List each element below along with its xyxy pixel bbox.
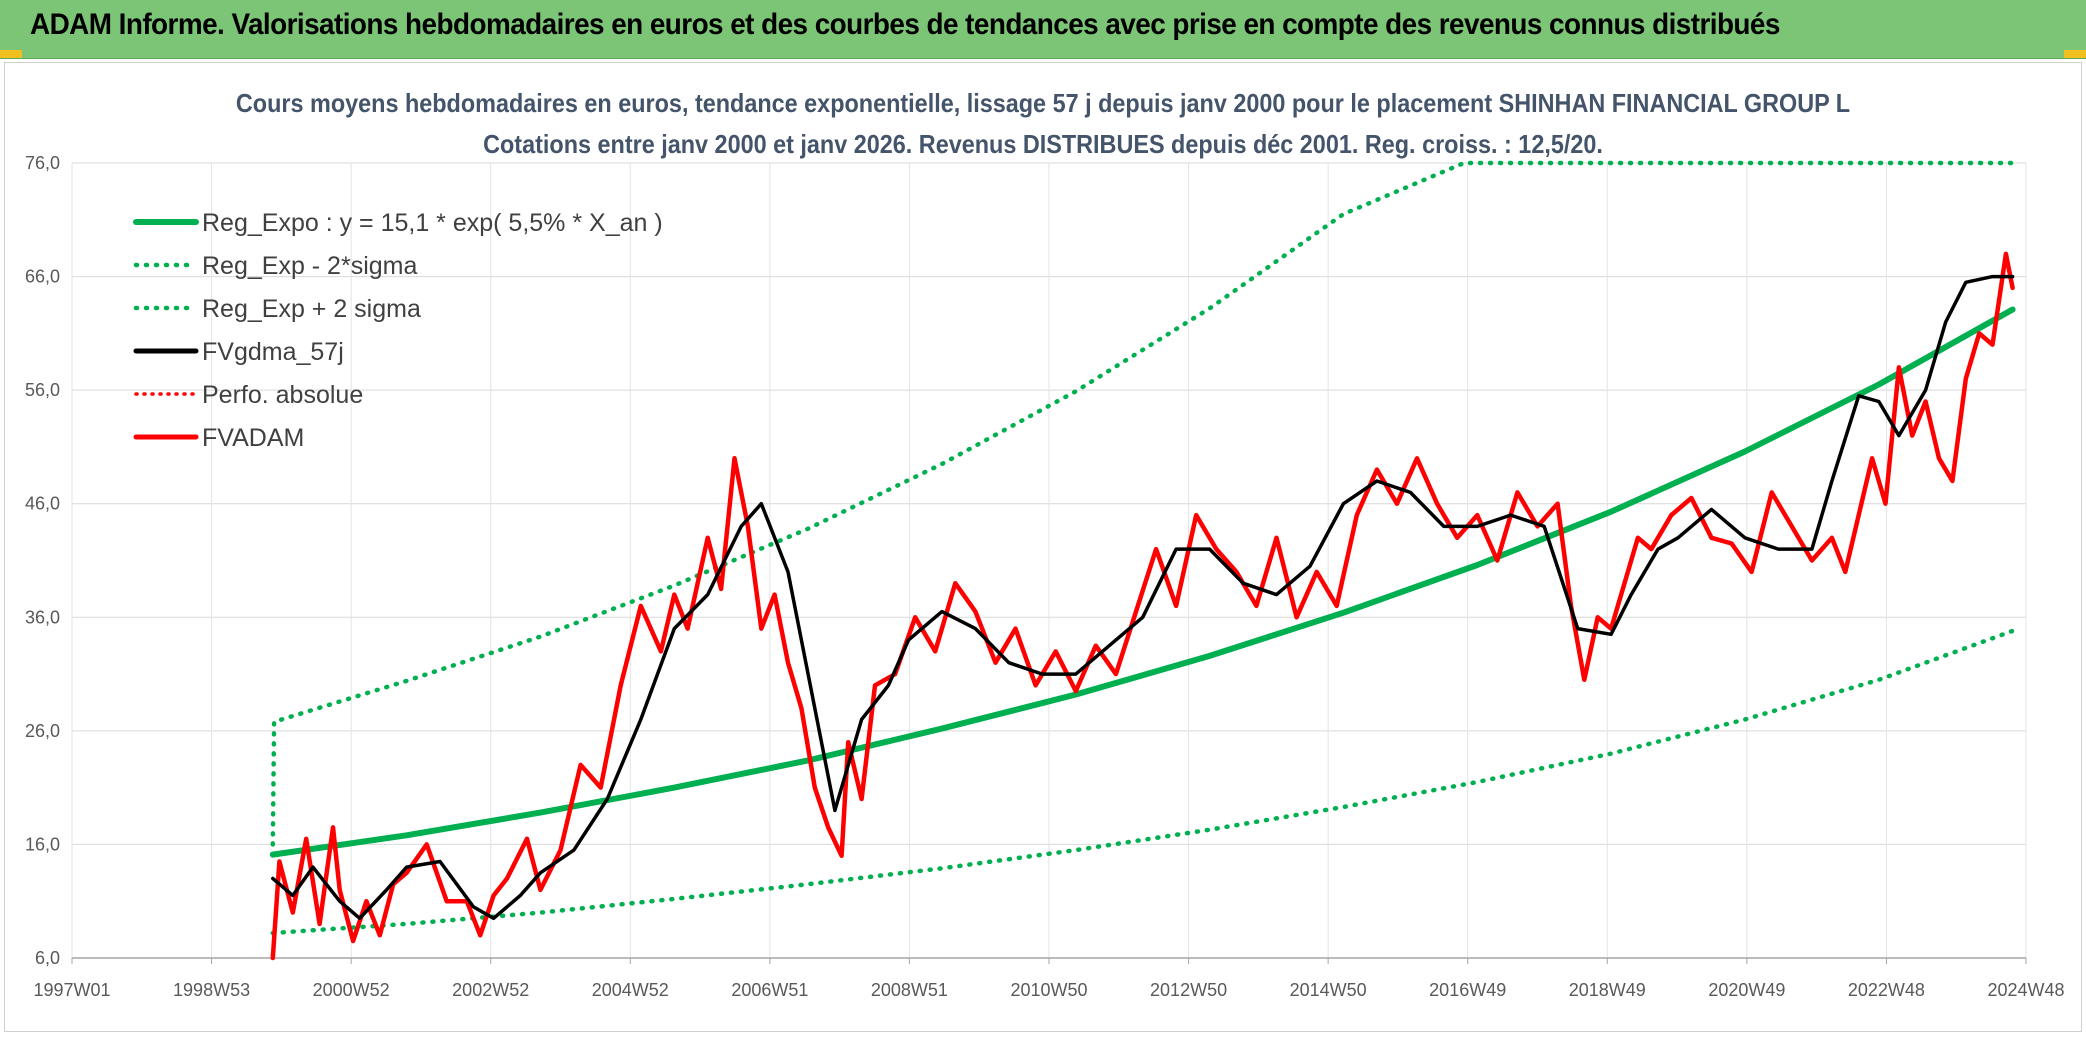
x-tick-label: 1998W53 xyxy=(173,980,250,1000)
series-reg-minus-2sigma-line xyxy=(270,628,2015,936)
legend-label: Reg_Exp - 2*sigma xyxy=(202,252,417,280)
report-banner: ADAM Informe. Valorisations hebdomadaire… xyxy=(0,0,2086,59)
legend-label: Perfo. absolue xyxy=(202,381,363,409)
x-tick-label: 2012W50 xyxy=(1150,980,1227,1000)
y-tick-label: 66,0 xyxy=(25,267,60,287)
x-tick-label: 2004W52 xyxy=(592,980,669,1000)
series-reg-plus-2sigma-line xyxy=(270,160,2015,847)
y-tick-label: 46,0 xyxy=(25,494,60,514)
x-tick-label: 2022W48 xyxy=(1848,980,1925,1000)
banner-corner-right xyxy=(2064,50,2086,58)
x-tick-label: 2024W48 xyxy=(1987,980,2064,1000)
x-tick-label: 2000W52 xyxy=(313,980,390,1000)
banner-corner-left xyxy=(0,50,22,58)
y-tick-label: 16,0 xyxy=(25,834,60,854)
series-reg-expo-line xyxy=(269,306,2016,858)
x-tick-label: 2016W49 xyxy=(1429,980,1506,1000)
banner-title: ADAM Informe. Valorisations hebdomadaire… xyxy=(30,8,1780,41)
legend-label: Reg_Exp + 2 sigma xyxy=(202,295,421,323)
y-tick-label: 76,0 xyxy=(25,153,60,173)
y-tick-label: 56,0 xyxy=(25,380,60,400)
x-tick-label: 2008W51 xyxy=(871,980,948,1000)
x-tick-label: 2020W49 xyxy=(1708,980,1785,1000)
chart-title: Cours moyens hebdomadaires en euros, ten… xyxy=(235,88,1851,118)
y-tick-label: 6,0 xyxy=(35,948,60,968)
y-tick-label: 26,0 xyxy=(25,721,60,741)
legend-label: Reg_Expo : y = 15,1 * exp( 5,5% * X_an ) xyxy=(202,209,663,237)
x-tick-label: 2010W50 xyxy=(1010,980,1087,1000)
x-tick-label: 2018W49 xyxy=(1569,980,1646,1000)
chart-subtitle: Cotations entre janv 2000 et janv 2026. … xyxy=(483,129,1603,159)
legend-label: FVADAM xyxy=(202,424,304,452)
x-tick-label: 1997W01 xyxy=(33,980,110,1000)
x-tick-label: 2002W52 xyxy=(452,980,529,1000)
chart-frame xyxy=(4,62,2082,1032)
y-tick-label: 36,0 xyxy=(25,607,60,627)
x-tick-label: 2014W50 xyxy=(1290,980,1367,1000)
series-fvgdma-line xyxy=(271,274,2015,921)
series-fvadam-line xyxy=(270,251,2015,961)
legend-label: FVgdma_57j xyxy=(202,338,344,366)
x-tick-label: 2006W51 xyxy=(731,980,808,1000)
